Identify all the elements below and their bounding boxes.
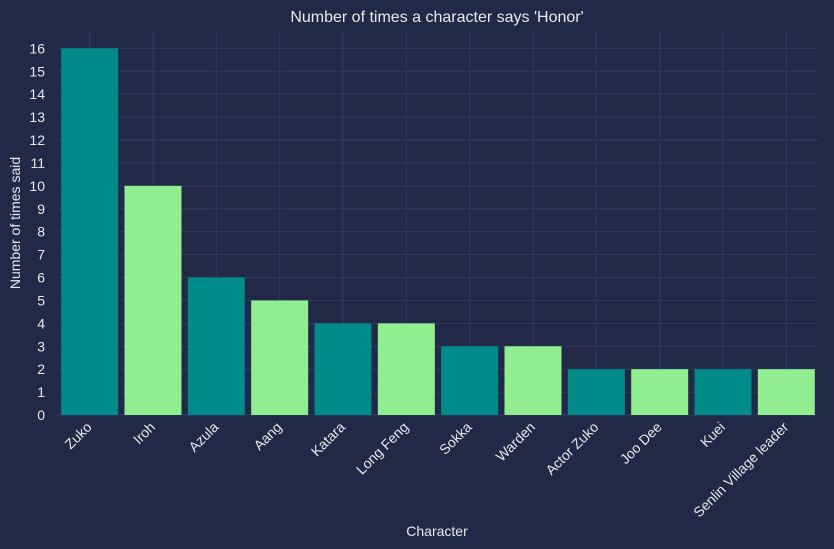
y-tick-label: 8 <box>37 224 45 240</box>
bars <box>61 48 815 415</box>
y-tick-label: 15 <box>29 63 45 79</box>
y-tick-label: 0 <box>37 407 45 423</box>
y-tick-label: 14 <box>29 86 45 102</box>
x-tick-label: Long Feng <box>353 419 412 478</box>
bar <box>187 277 245 415</box>
y-tick-label: 2 <box>37 361 45 377</box>
y-tick-label: 7 <box>37 247 45 263</box>
y-tick-label: 11 <box>30 155 45 171</box>
bar <box>251 300 309 415</box>
x-tick-label: Joo Dee <box>617 419 665 467</box>
y-tick-label: 16 <box>29 40 45 56</box>
chart-title: Number of times a character says 'Honor' <box>290 9 583 26</box>
bar <box>377 323 435 415</box>
bar <box>504 346 562 415</box>
x-tick-label: Zuko <box>61 419 94 452</box>
bar <box>694 369 752 415</box>
x-tick-label: Katara <box>308 419 349 460</box>
x-tick-label: Iroh <box>130 419 158 447</box>
x-tick-label: Kuei <box>697 419 728 450</box>
bar <box>567 369 625 415</box>
y-tick-label: 13 <box>29 109 45 125</box>
y-tick-label: 6 <box>37 270 45 286</box>
y-tick-label: 5 <box>37 292 45 308</box>
bar <box>757 369 815 415</box>
y-tick-label: 4 <box>37 315 45 331</box>
bar <box>314 323 372 415</box>
bar <box>441 346 499 415</box>
bar <box>631 369 689 415</box>
x-tick-label: Sokka <box>436 419 475 458</box>
x-axis-label: Character <box>406 523 468 539</box>
x-tick-label: Actor Zuko <box>542 419 601 478</box>
x-tick-label: Aang <box>250 419 284 453</box>
bar <box>124 185 182 415</box>
y-tick-label: 1 <box>37 384 45 400</box>
y-tick-label: 10 <box>29 178 45 194</box>
y-tick-label: 3 <box>37 338 45 354</box>
x-tick-label: Warden <box>493 419 539 465</box>
y-axis-label: Number of times said <box>7 157 23 289</box>
bar <box>61 48 119 415</box>
y-tick-label: 9 <box>37 201 45 217</box>
x-tick-labels: Zuko Iroh Azula Aang Katara Long Feng Sokka War… <box>61 419 791 521</box>
x-tick-label: Azula <box>185 419 221 455</box>
y-tick-label: 12 <box>29 132 45 148</box>
